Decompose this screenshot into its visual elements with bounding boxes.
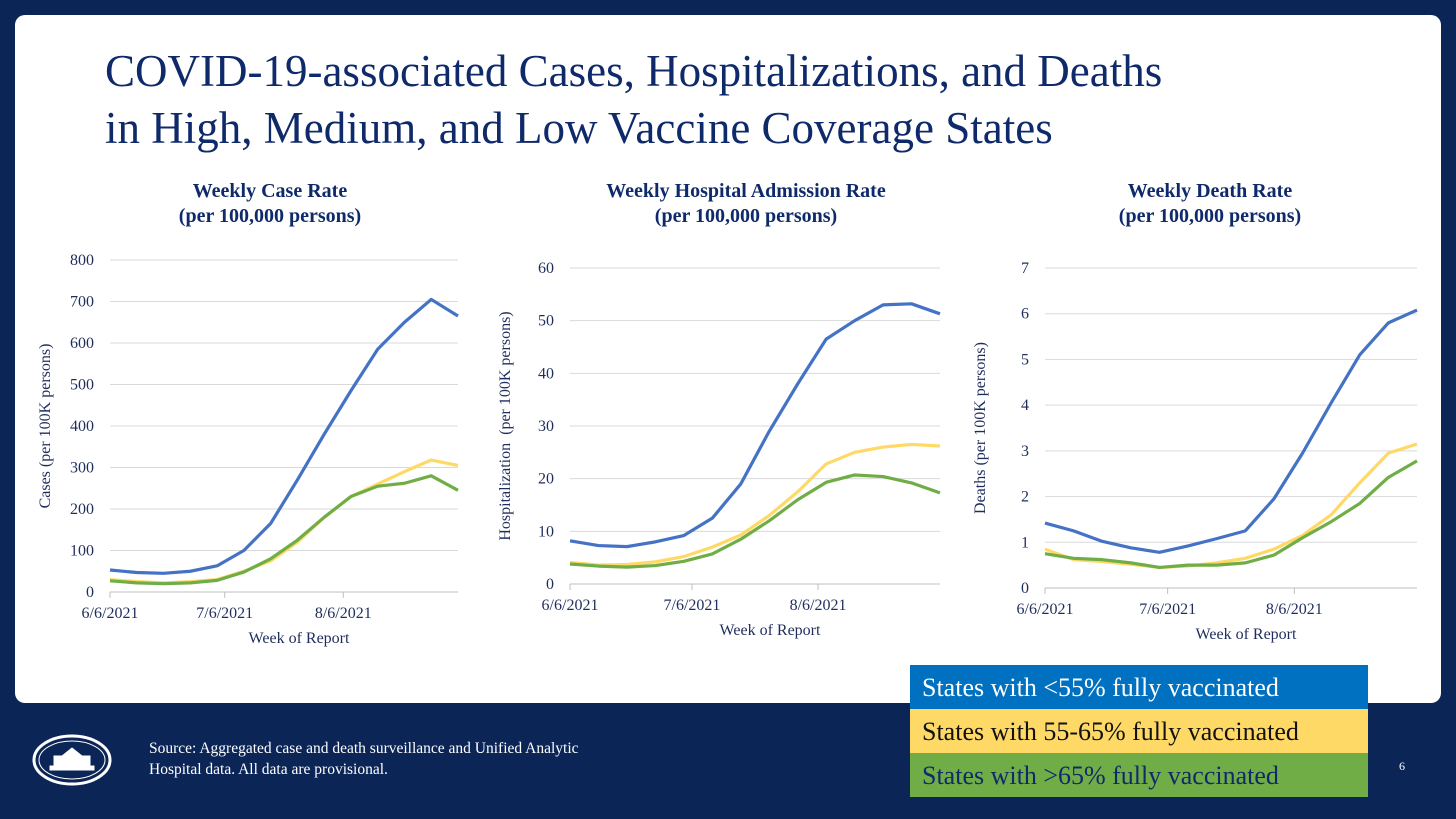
source-note: Hospital data. All data are provisional. [149,761,388,778]
series-line [1044,459,1418,570]
x-axis-label: Week of Report [249,630,350,647]
series-line [569,302,941,549]
y-tick-label: 500 [70,377,94,394]
x-tick-label: 7/6/2021 [664,597,721,614]
source-note: Source: Aggregated case and death survei… [149,740,579,757]
page-number: 6 [1399,759,1405,773]
y-tick-label: 200 [70,501,94,518]
y-tick-label: 0 [546,576,554,593]
x-tick-label: 7/6/2021 [1139,601,1196,618]
y-tick-label: 30 [538,418,554,435]
y-tick-label: 6 [1021,306,1029,323]
y-tick-label: 40 [538,365,554,382]
legend-label: States with 55-65% fully vaccinated [922,717,1299,746]
x-tick-label: 6/6/2021 [542,597,599,614]
y-tick-label: 10 [538,523,554,540]
series-line [109,297,459,575]
y-tick-label: 2 [1021,489,1029,506]
logo [32,734,112,786]
series-line [1044,442,1418,570]
slide-title: in High, Medium, and Low Vaccine Coverag… [105,103,1053,153]
y-axis-label: Deaths (per 100K persons) [972,342,989,514]
y-tick-label: 4 [1021,397,1029,414]
x-tick-label: 8/6/2021 [790,597,847,614]
y-tick-label: 7 [1021,260,1029,277]
legend-label: States with <55% fully vaccinated [922,673,1279,702]
y-tick-label: 400 [70,418,94,435]
x-tick-label: 6/6/2021 [1017,601,1074,618]
x-tick-label: 6/6/2021 [82,605,139,622]
y-axis-label: Cases (per 100K persons) [37,344,54,509]
y-tick-label: 800 [70,252,94,269]
series-line [569,473,941,569]
y-tick-label: 0 [1021,580,1029,597]
y-tick-label: 60 [538,260,554,277]
chart-title: Weekly Hospital Admission Rate [606,180,886,202]
chart-subtitle: (per 100,000 persons) [179,205,361,227]
legend-swatch [910,753,1368,797]
y-tick-label: 1 [1021,534,1029,551]
y-tick-label: 5 [1021,351,1029,368]
y-axis-label: Hospitalization (per 100K persons) [497,311,514,540]
y-tick-label: 300 [70,460,94,477]
chart-title: Weekly Case Rate [193,180,348,202]
legend-swatch [910,665,1368,709]
y-tick-label: 600 [70,335,94,352]
chart-subtitle: (per 100,000 persons) [655,205,837,227]
y-tick-label: 700 [70,294,94,311]
legend-label: States with >65% fully vaccinated [922,761,1279,790]
y-tick-label: 100 [70,543,94,560]
series-line [1044,308,1418,554]
x-tick-label: 8/6/2021 [315,605,372,622]
x-axis-label: Week of Report [1196,626,1297,643]
legend-swatch [910,709,1368,753]
chart-title: Weekly Death Rate [1128,180,1293,202]
series-line [109,474,459,586]
x-tick-label: 7/6/2021 [196,605,253,622]
content-panel [15,15,1441,703]
chart-subtitle: (per 100,000 persons) [1119,205,1301,227]
series-line [569,442,941,567]
x-tick-label: 8/6/2021 [1266,601,1323,618]
y-tick-label: 50 [538,313,554,330]
y-tick-label: 20 [538,471,554,488]
y-tick-label: 3 [1021,443,1029,460]
x-axis-label: Week of Report [720,622,821,639]
slide-title: COVID-19-associated Cases, Hospitalizati… [105,46,1162,96]
y-tick-label: 0 [86,584,94,601]
